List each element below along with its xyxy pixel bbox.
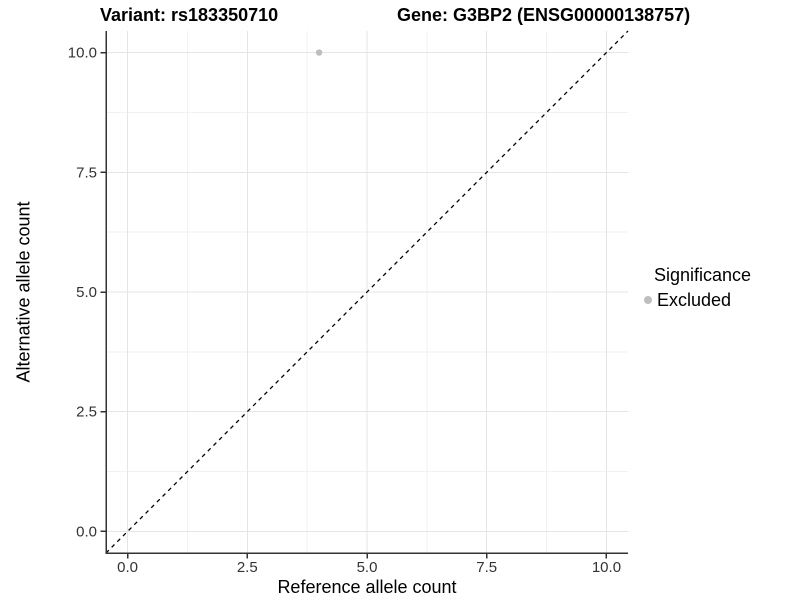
x-tick-label: 2.5	[237, 559, 258, 576]
y-tick-label: 10.0	[68, 45, 97, 62]
x-tick-label: 0.0	[117, 559, 138, 576]
y-tick-label: 5.0	[76, 284, 97, 301]
x-tick-label: 10.0	[592, 559, 621, 576]
excluded-point-icon	[644, 296, 652, 304]
data-point-excluded	[315, 49, 323, 56]
y-tick-label: 0.0	[76, 523, 97, 540]
y-tick-label: 7.5	[76, 164, 97, 181]
gene-title: Gene: G3BP2 (ENSG00000138757)	[397, 5, 691, 25]
variant-title: Variant: rs183350710	[100, 5, 279, 25]
y-axis-title: Alternative allele count	[13, 201, 34, 383]
x-tick-label: 5.0	[357, 559, 378, 576]
x-tick-label: 7.5	[476, 559, 497, 576]
x-axis-title: Reference allele count	[277, 577, 457, 597]
legend-item-excluded: Excluded	[644, 290, 751, 310]
legend-title: Significance	[654, 265, 752, 285]
legend: Significance Excluded	[644, 265, 751, 310]
y-tick-label: 2.5	[76, 404, 97, 421]
axis-lines	[105, 31, 628, 554]
identity-dashed-line	[105, 30, 629, 554]
legend-item-label: Excluded	[657, 289, 732, 310]
